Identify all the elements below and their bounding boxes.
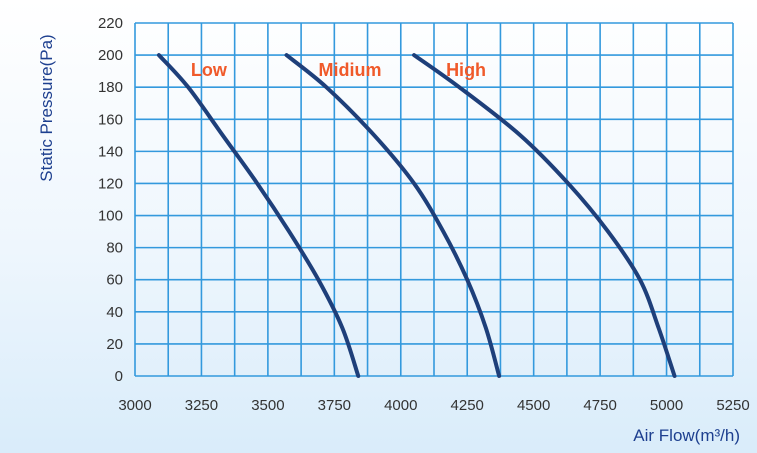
x-tick-label: 3750 (318, 397, 351, 414)
x-tick-label: 3250 (185, 397, 218, 414)
y-tick-label: 0 (115, 368, 123, 385)
y-tick-label: 180 (98, 79, 123, 96)
y-tick-label: 40 (106, 304, 123, 321)
y-axis-title: Static Pressure(Pa) (37, 34, 56, 181)
x-tick-labels: 3000 3250 3500 3750 4000 4250 4500 4750 5000 5250 (118, 397, 749, 414)
series-label-low: Low (191, 60, 228, 80)
x-tick-label: 4750 (583, 397, 616, 414)
x-tick-label: 3500 (251, 397, 284, 414)
y-tick-label: 100 (98, 208, 123, 225)
series-label-high: High (446, 60, 486, 80)
x-tick-label: 3000 (118, 397, 151, 414)
x-axis-title: Air Flow(m³/h) (633, 426, 740, 445)
y-tick-label: 60 (106, 272, 123, 289)
y-tick-label: 120 (98, 175, 123, 192)
y-tick-label: 140 (98, 143, 123, 160)
x-tick-label: 4000 (384, 397, 417, 414)
y-tick-label: 160 (98, 111, 123, 128)
y-tick-label: 220 (98, 15, 123, 32)
x-tick-label: 5250 (716, 397, 749, 414)
y-tick-label: 80 (106, 240, 123, 257)
y-tick-labels: 0 20 40 60 80 100 120 140 160 180 200 220 (98, 15, 123, 385)
x-tick-label: 4500 (517, 397, 550, 414)
x-tick-label: 5000 (650, 397, 683, 414)
y-tick-label: 200 (98, 47, 123, 64)
series-label-midium: Midium (318, 60, 381, 80)
y-tick-label: 20 (106, 336, 123, 353)
x-tick-label: 4250 (451, 397, 484, 414)
